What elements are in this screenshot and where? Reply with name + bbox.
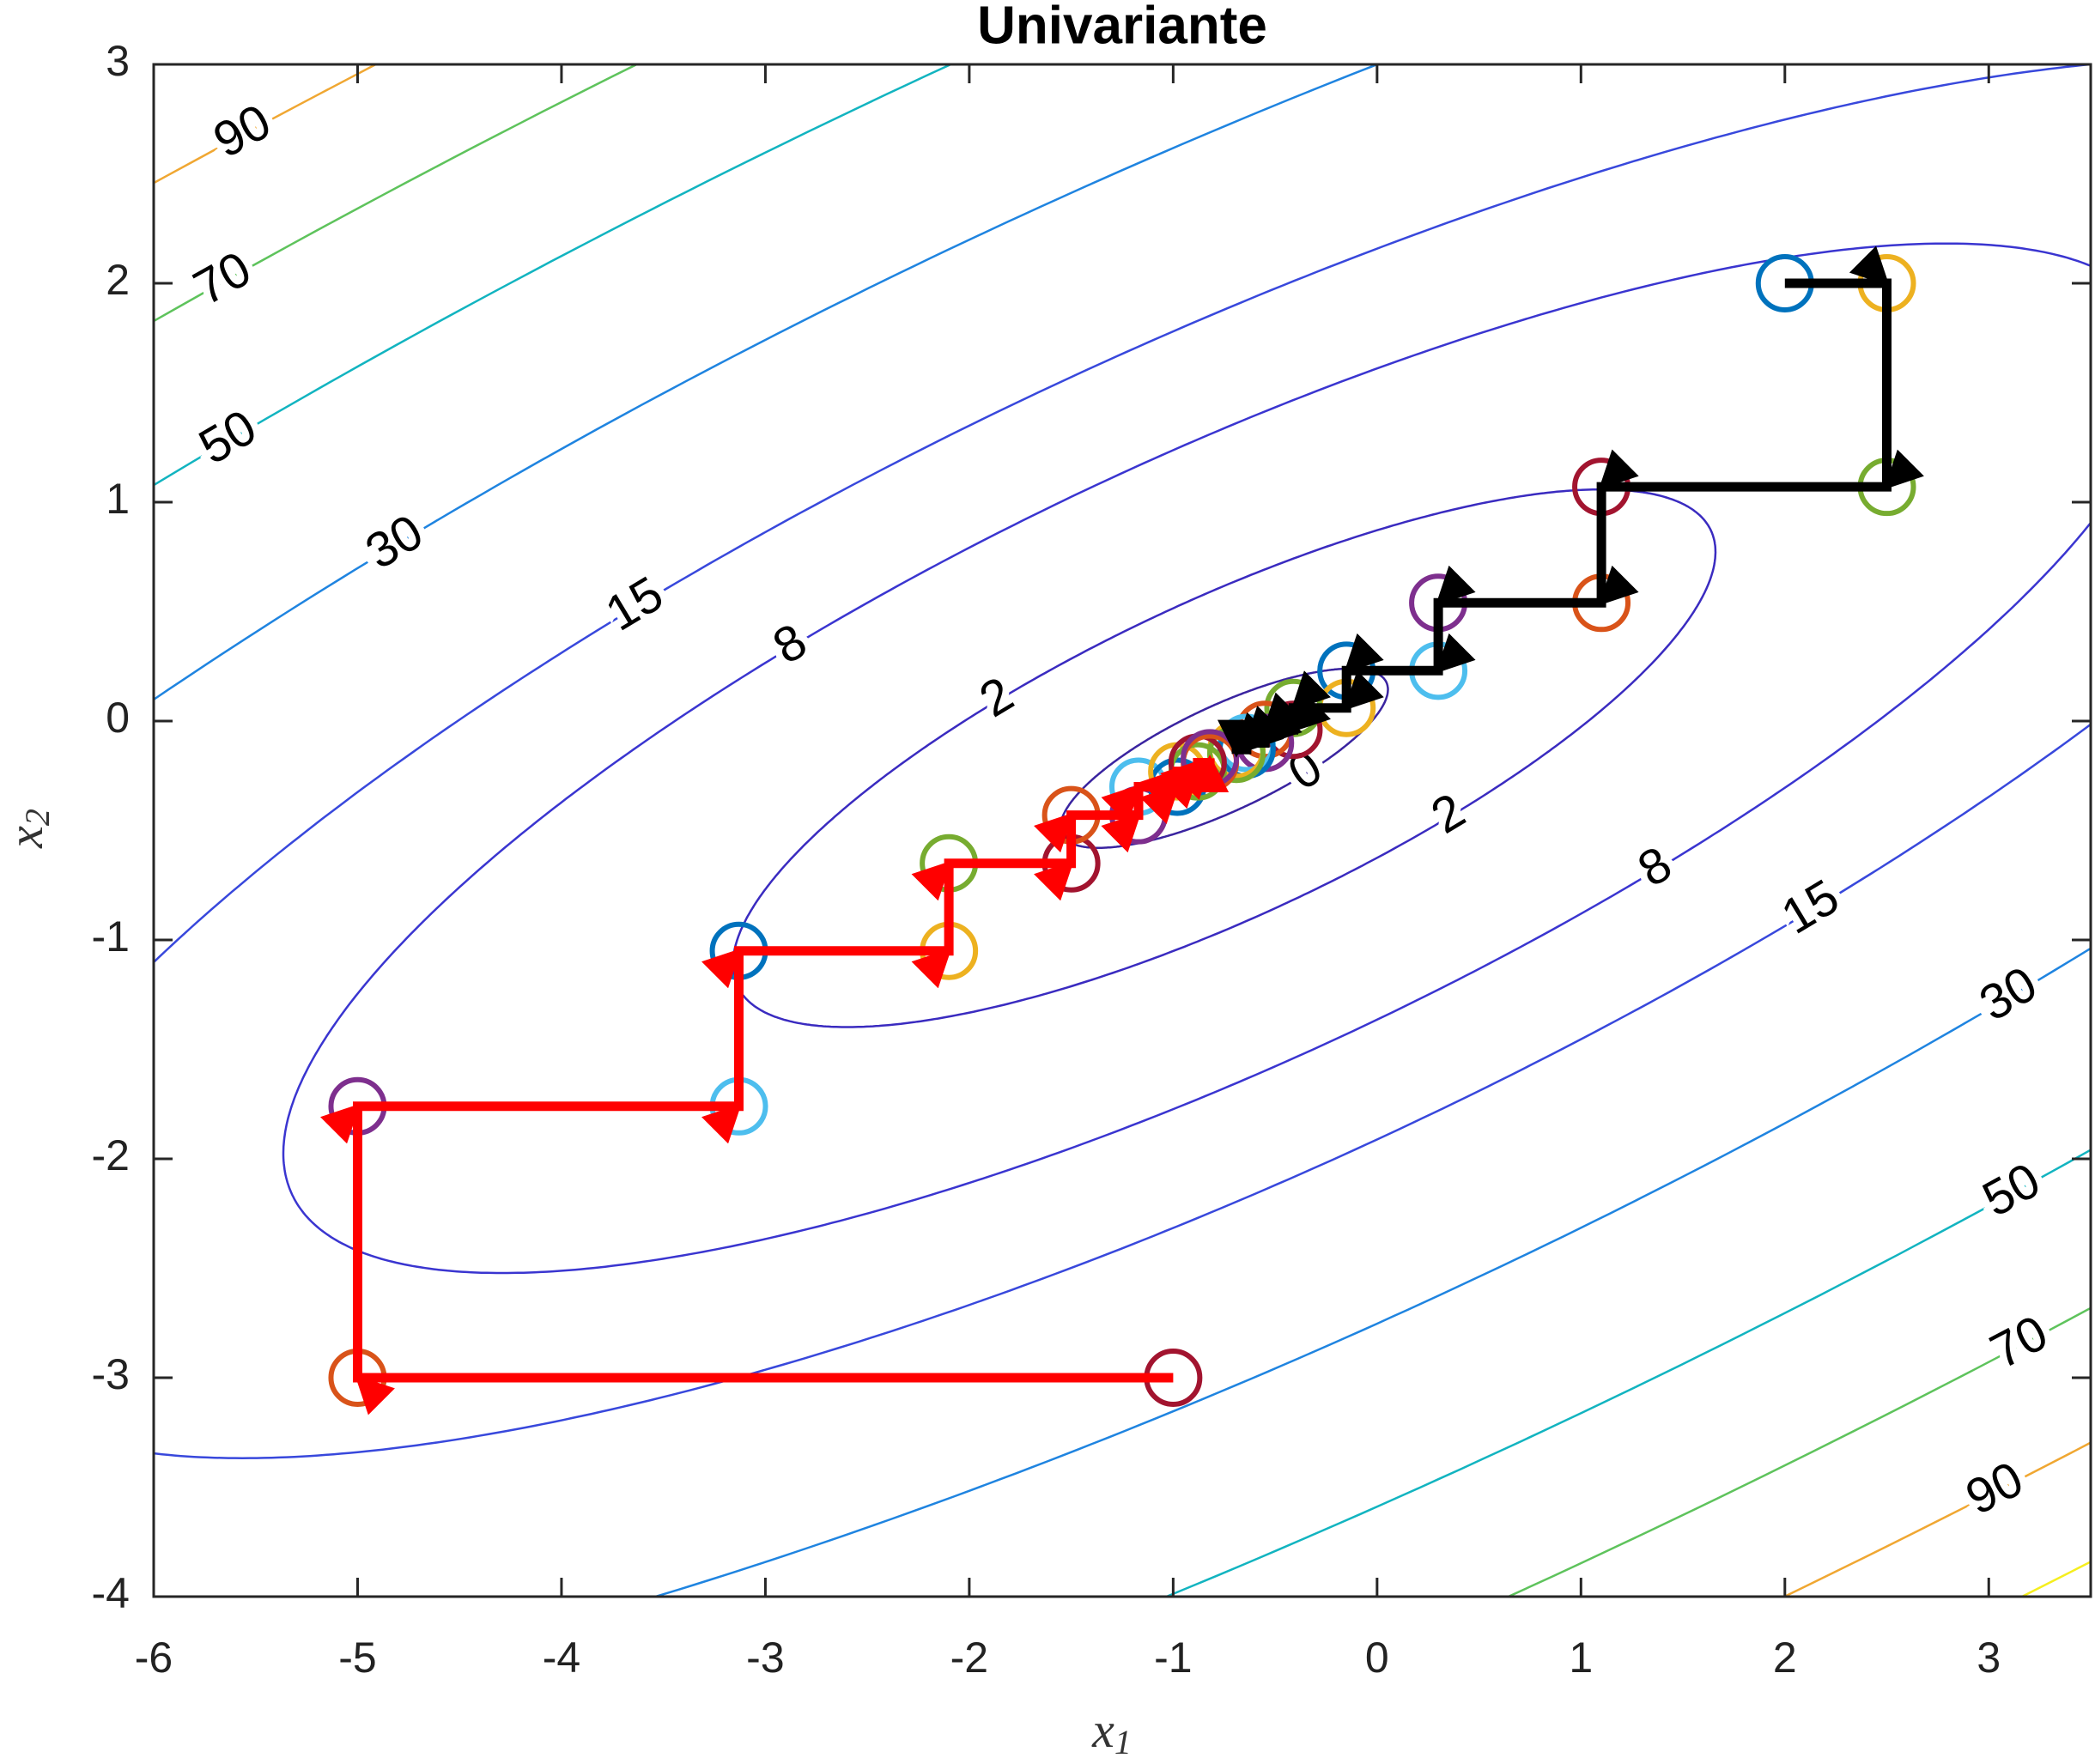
y-tick-label: -2 xyxy=(92,1131,130,1179)
y-axis-label: x2 xyxy=(0,809,57,849)
x-tick-label: -1 xyxy=(1154,1634,1192,1682)
x-tick-label: 0 xyxy=(1365,1634,1389,1682)
search-path xyxy=(1218,246,1925,758)
chart-title: Univariante xyxy=(977,0,1267,55)
x-tick-label: 2 xyxy=(1773,1634,1797,1682)
search-path xyxy=(319,755,1230,1415)
x-label-base: x xyxy=(1091,1702,1114,1758)
y-tick-label: -1 xyxy=(92,912,130,961)
x-tick-label: 1 xyxy=(1569,1634,1593,1682)
x-tick-label: -5 xyxy=(338,1634,376,1682)
y-tick-label: 2 xyxy=(106,256,130,304)
x-tick-label: -6 xyxy=(135,1634,173,1682)
y-tick-label: 0 xyxy=(106,694,130,742)
y-tick-label: 3 xyxy=(106,37,130,85)
axes-box xyxy=(152,63,2092,1598)
y-tick-label: 1 xyxy=(106,475,130,523)
y-label-base: x xyxy=(0,826,53,849)
x-tick-label: 3 xyxy=(1977,1634,2001,1682)
x-tick-label: -4 xyxy=(543,1634,580,1682)
x-tick-label: -2 xyxy=(950,1634,988,1682)
y-tick-label: -4 xyxy=(92,1569,130,1617)
x-label-sub: 1 xyxy=(1114,1723,1132,1761)
y-label-sub: 2 xyxy=(18,809,57,826)
x-tick-label: -3 xyxy=(746,1634,784,1682)
plot-area xyxy=(154,64,2091,1597)
x-axis-label: x1 xyxy=(1091,1702,1132,1761)
contour-line xyxy=(154,64,2091,1459)
y-tick-label: -3 xyxy=(92,1350,130,1398)
